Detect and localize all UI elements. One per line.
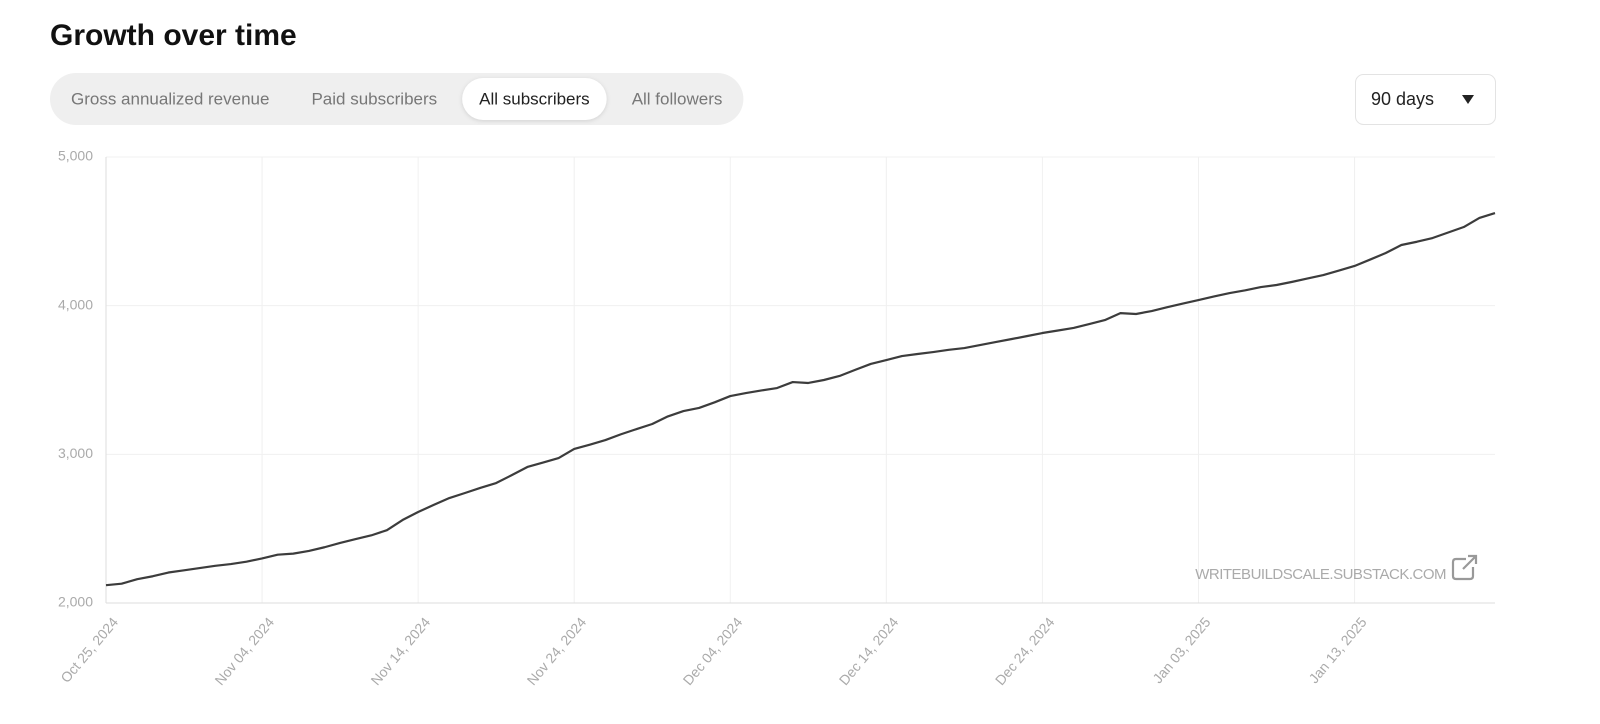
x-tick-label: Nov 24, 2024	[524, 614, 590, 688]
tab-label[interactable]: All followers	[632, 89, 723, 108]
tab-label[interactable]: Gross annualized revenue	[71, 89, 269, 108]
tab[interactable]: All followers	[615, 78, 740, 120]
period-select[interactable]: 90 days	[1355, 74, 1496, 125]
watermark: WRITEBUILDSCALE.SUBSTACK.COM	[1195, 566, 1446, 583]
y-tick-label: 5,000	[58, 148, 93, 164]
x-tick-label: Nov 14, 2024	[367, 614, 433, 688]
x-tick-label: Dec 14, 2024	[836, 614, 902, 688]
tab-label[interactable]: All subscribers	[479, 89, 590, 108]
x-tick-label: Jan 13, 2025	[1305, 614, 1369, 686]
dropdown-box[interactable]	[1355, 74, 1496, 125]
tab[interactable]: All subscribers	[462, 78, 607, 120]
page-title: Growth over time	[50, 19, 297, 52]
x-tick-label: Nov 04, 2024	[211, 614, 277, 688]
tab[interactable]: Paid subscribers	[294, 78, 454, 120]
x-tick-label: Jan 03, 2025	[1149, 614, 1213, 686]
tab-background[interactable]	[462, 78, 607, 120]
y-tick-label: 2,000	[58, 594, 93, 610]
x-tick-label: Dec 24, 2024	[992, 614, 1058, 688]
tab-label[interactable]: Paid subscribers	[311, 89, 437, 108]
external-link-icon[interactable]	[1451, 554, 1478, 581]
dropdown-label[interactable]: 90 days	[1371, 89, 1434, 109]
y-tick-label: 3,000	[58, 445, 93, 461]
x-tick-label: Dec 04, 2024	[680, 614, 746, 688]
y-tick-label: 4,000	[58, 296, 93, 312]
x-tick-label: Oct 25, 2024	[57, 614, 121, 686]
data-line	[105, 212, 1496, 587]
dropdown-arrow[interactable]	[1462, 95, 1474, 104]
tab[interactable]: Gross annualized revenue	[54, 78, 286, 120]
